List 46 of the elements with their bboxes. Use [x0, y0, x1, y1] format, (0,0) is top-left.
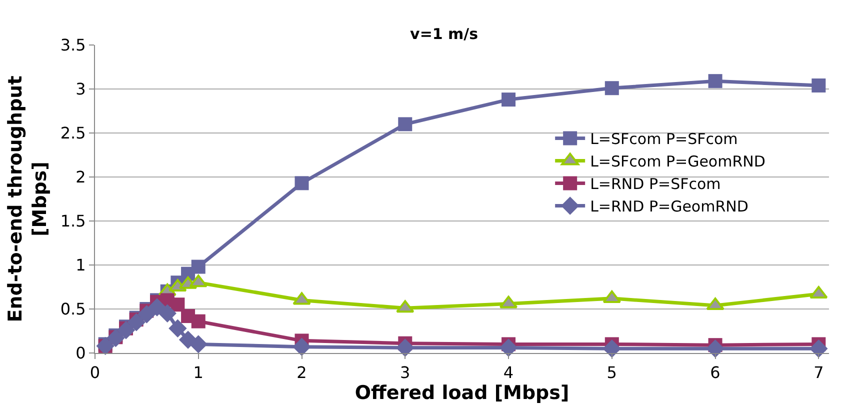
point	[602, 340, 621, 358]
point	[396, 338, 414, 357]
point	[127, 313, 146, 332]
point	[708, 74, 722, 88]
point	[189, 335, 208, 354]
point	[158, 304, 176, 322]
point	[810, 340, 828, 358]
point	[706, 340, 724, 358]
point	[170, 298, 185, 312]
x-tick-label: 6	[710, 363, 720, 382]
legend-label: L=SFcom P=SFcom	[590, 130, 738, 148]
y-tick-label: 3.5	[60, 36, 86, 55]
point	[191, 260, 206, 274]
y-tick-label: 0.5	[60, 300, 86, 319]
x-tick-label: 0	[90, 363, 100, 382]
point	[148, 298, 166, 316]
x-tick-label: 4	[503, 363, 514, 382]
chart-title: v=1 m/s	[410, 25, 478, 44]
x-tick-label: 5	[606, 363, 617, 382]
legend-label: L=RND P=GeomRND	[590, 198, 748, 216]
y-tick-label: 1	[76, 256, 86, 275]
y-tick-label: 2.5	[60, 124, 86, 143]
legend-label: L=RND P=SFcom	[590, 175, 721, 194]
y-axis-title: End-to-end throughput [Mbps]	[4, 76, 52, 322]
point	[191, 314, 206, 328]
y-tick-label: 2	[76, 168, 86, 187]
point	[499, 338, 518, 357]
legend-label: L=SFcom P=GeomRND	[590, 152, 766, 171]
point	[604, 81, 619, 96]
point	[292, 338, 311, 356]
point	[116, 321, 136, 340]
point	[106, 328, 125, 348]
y-tick-label: 1.5	[60, 212, 86, 231]
x-axis-title: Offered load [Mbps]	[354, 382, 570, 404]
x-tick-label: 7	[814, 363, 824, 382]
y-tick-label: 0	[76, 344, 86, 363]
x-tick-label: 1	[193, 363, 204, 382]
x-tick-label: 2	[296, 363, 307, 382]
point	[398, 117, 412, 132]
point	[168, 319, 187, 338]
point	[502, 92, 516, 107]
x-tick-label: 3	[400, 363, 410, 382]
point	[294, 176, 309, 190]
point	[812, 78, 826, 92]
point	[138, 305, 156, 324]
y-tick-label: 3	[76, 80, 86, 99]
